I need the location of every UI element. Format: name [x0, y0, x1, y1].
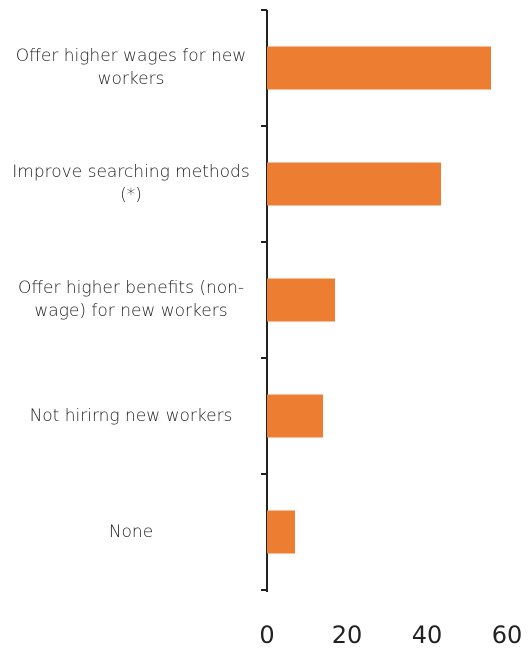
category-label: Improve searching methods (*): [12, 162, 250, 205]
bar: [267, 394, 323, 438]
x-tick-label: 0: [259, 621, 274, 648]
bar: [267, 510, 295, 554]
bar: [267, 162, 441, 206]
bar: [267, 278, 335, 322]
x-tick-label: 60: [492, 621, 523, 648]
x-tick-label: 40: [412, 621, 443, 648]
bar: [267, 46, 491, 90]
category-label: Not hirirng new workers: [29, 405, 233, 426]
x-tick-label: 20: [332, 621, 363, 648]
category-label: Offer higher benefits (non-wage) for new…: [17, 278, 245, 321]
category-label: None: [108, 521, 154, 542]
category-label: Offer higher wages for new workers: [15, 46, 247, 89]
